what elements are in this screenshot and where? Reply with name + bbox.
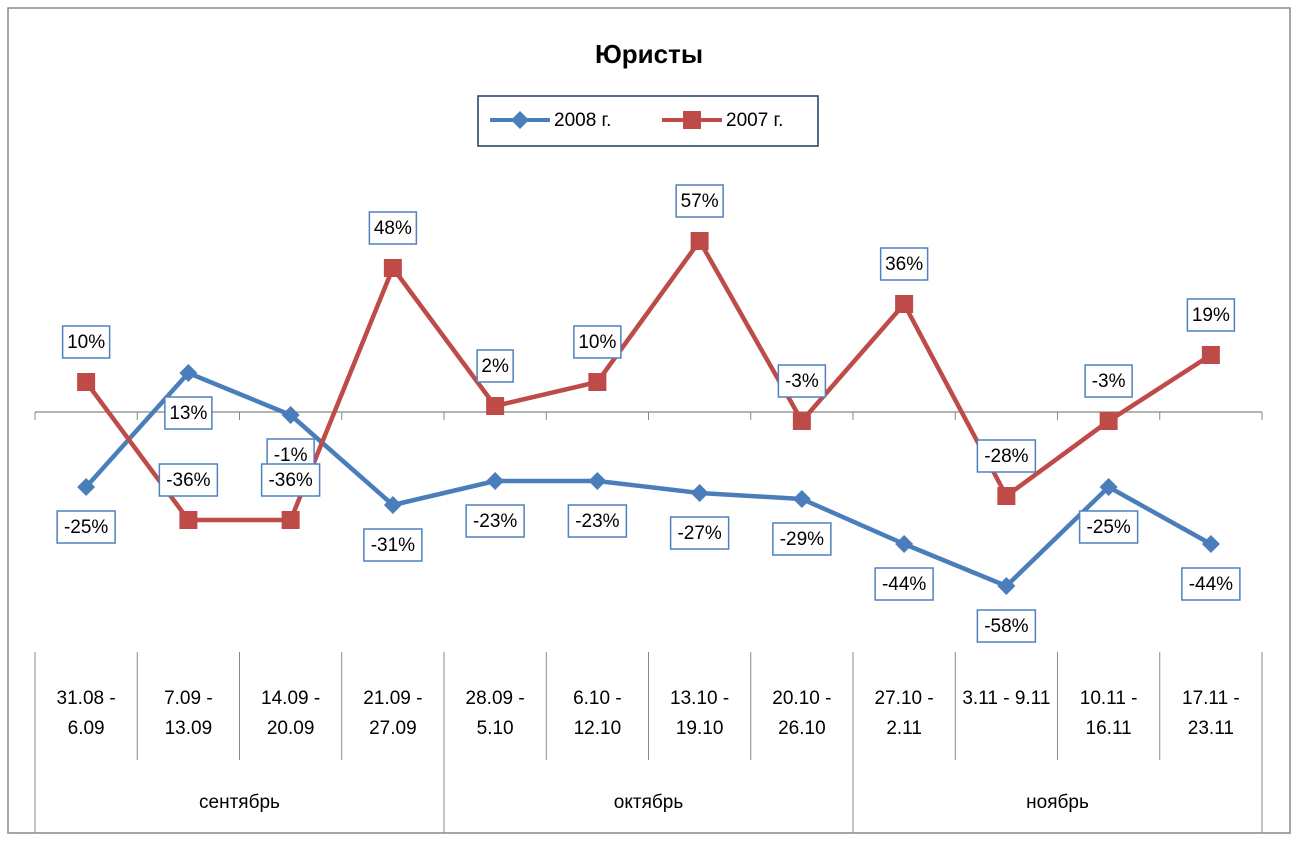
marker — [690, 484, 709, 502]
marker — [179, 364, 198, 382]
x-tick-label: 31.08 - 6.09 — [56, 688, 116, 739]
data-label-box — [1078, 510, 1139, 544]
marker — [792, 412, 811, 430]
data-label: -25% — [64, 517, 108, 538]
data-label: -3% — [1092, 371, 1126, 392]
marker — [486, 472, 505, 490]
legend-marker — [683, 111, 701, 129]
data-label-box — [1181, 567, 1241, 601]
marker — [588, 472, 607, 490]
data-label-box — [772, 522, 832, 556]
data-label-box — [675, 184, 724, 218]
x-tick-label: 17.11 - 23.11 — [1182, 688, 1240, 739]
marker — [383, 496, 402, 514]
data-label-box — [164, 396, 213, 430]
marker — [1201, 535, 1220, 553]
x-tick-label: 27.10 - 2.11 — [874, 688, 934, 739]
data-label: -44% — [1189, 574, 1233, 595]
x-tick-label: 14.09 - 20.09 — [261, 688, 321, 739]
data-label: -25% — [1086, 517, 1130, 538]
marker — [1099, 478, 1118, 496]
data-label: -1% — [274, 445, 308, 466]
group-label: сентябрь — [199, 792, 280, 813]
marker — [997, 577, 1016, 595]
data-label: 13% — [169, 403, 207, 424]
data-label: 48% — [374, 218, 412, 239]
data-label-box — [567, 504, 628, 538]
data-label: -31% — [371, 535, 415, 556]
data-label: -58% — [984, 616, 1028, 637]
marker — [588, 373, 607, 391]
data-label: 19% — [1192, 305, 1230, 326]
marker — [179, 511, 198, 529]
data-label: 36% — [885, 254, 923, 275]
data-label-box — [976, 609, 1037, 643]
data-label: -3% — [785, 371, 819, 392]
marker — [486, 397, 505, 415]
data-label: -36% — [166, 470, 210, 491]
x-tick-label: 10.11 - 16.11 — [1079, 688, 1138, 739]
data-label-box — [476, 349, 514, 383]
marker — [895, 295, 914, 313]
data-label: 10% — [578, 332, 616, 353]
marker — [690, 232, 709, 250]
data-label-box — [56, 510, 116, 544]
data-label: 10% — [67, 332, 105, 353]
data-label: -27% — [677, 523, 721, 544]
legend-label: 2008 г. — [554, 110, 611, 131]
series-line — [84, 238, 1213, 523]
group-label: ноябрь — [1026, 792, 1089, 813]
data-label: -23% — [473, 511, 517, 532]
data-label-box — [1186, 298, 1236, 332]
data-label-box — [669, 516, 730, 550]
marker — [895, 535, 914, 553]
x-tick-label: 20.10 - 26.10 — [772, 688, 832, 739]
data-label-box — [874, 567, 934, 601]
data-label-box — [61, 325, 111, 359]
marker — [997, 487, 1016, 505]
marker — [1201, 346, 1220, 364]
data-label-box — [879, 247, 929, 281]
data-label: -29% — [780, 529, 824, 550]
marker — [1099, 412, 1118, 430]
group-label: октябрь — [613, 792, 684, 813]
data-label-box — [777, 364, 827, 398]
data-label: -23% — [575, 511, 619, 532]
series-line — [84, 370, 1212, 589]
data-label: -28% — [984, 446, 1028, 467]
marker — [77, 373, 96, 391]
data-label: -44% — [882, 574, 926, 595]
data-label-box — [465, 504, 525, 538]
x-tick-label: 28.09 - 5.10 — [465, 688, 525, 739]
x-tick-label: 7.09 - 13.09 — [164, 688, 213, 739]
data-label: -36% — [268, 470, 312, 491]
data-label-box — [363, 528, 423, 562]
x-tick-label: 21.09 - 27.09 — [363, 688, 423, 739]
marker — [792, 490, 811, 508]
marker — [281, 511, 300, 529]
legend-label: 2007 г. — [726, 110, 783, 131]
chart-title: Юристы — [595, 39, 703, 69]
marker — [77, 478, 96, 496]
data-label: 2% — [481, 356, 509, 377]
data-label-box — [158, 463, 219, 497]
marker — [281, 406, 300, 424]
x-tick-label: 6.10 - 12.10 — [573, 688, 622, 739]
data-label-box — [260, 463, 321, 497]
data-label-box — [1084, 364, 1133, 398]
data-label-box — [573, 325, 622, 359]
marker — [383, 259, 402, 277]
x-tick-label: 3.11 - 9.11 — [962, 688, 1051, 709]
x-tick-label: 13.10 - 19.10 — [670, 688, 730, 739]
data-label: 57% — [681, 191, 719, 212]
legend-marker — [511, 111, 529, 129]
data-label-box — [368, 211, 418, 245]
data-label-box — [976, 439, 1037, 473]
